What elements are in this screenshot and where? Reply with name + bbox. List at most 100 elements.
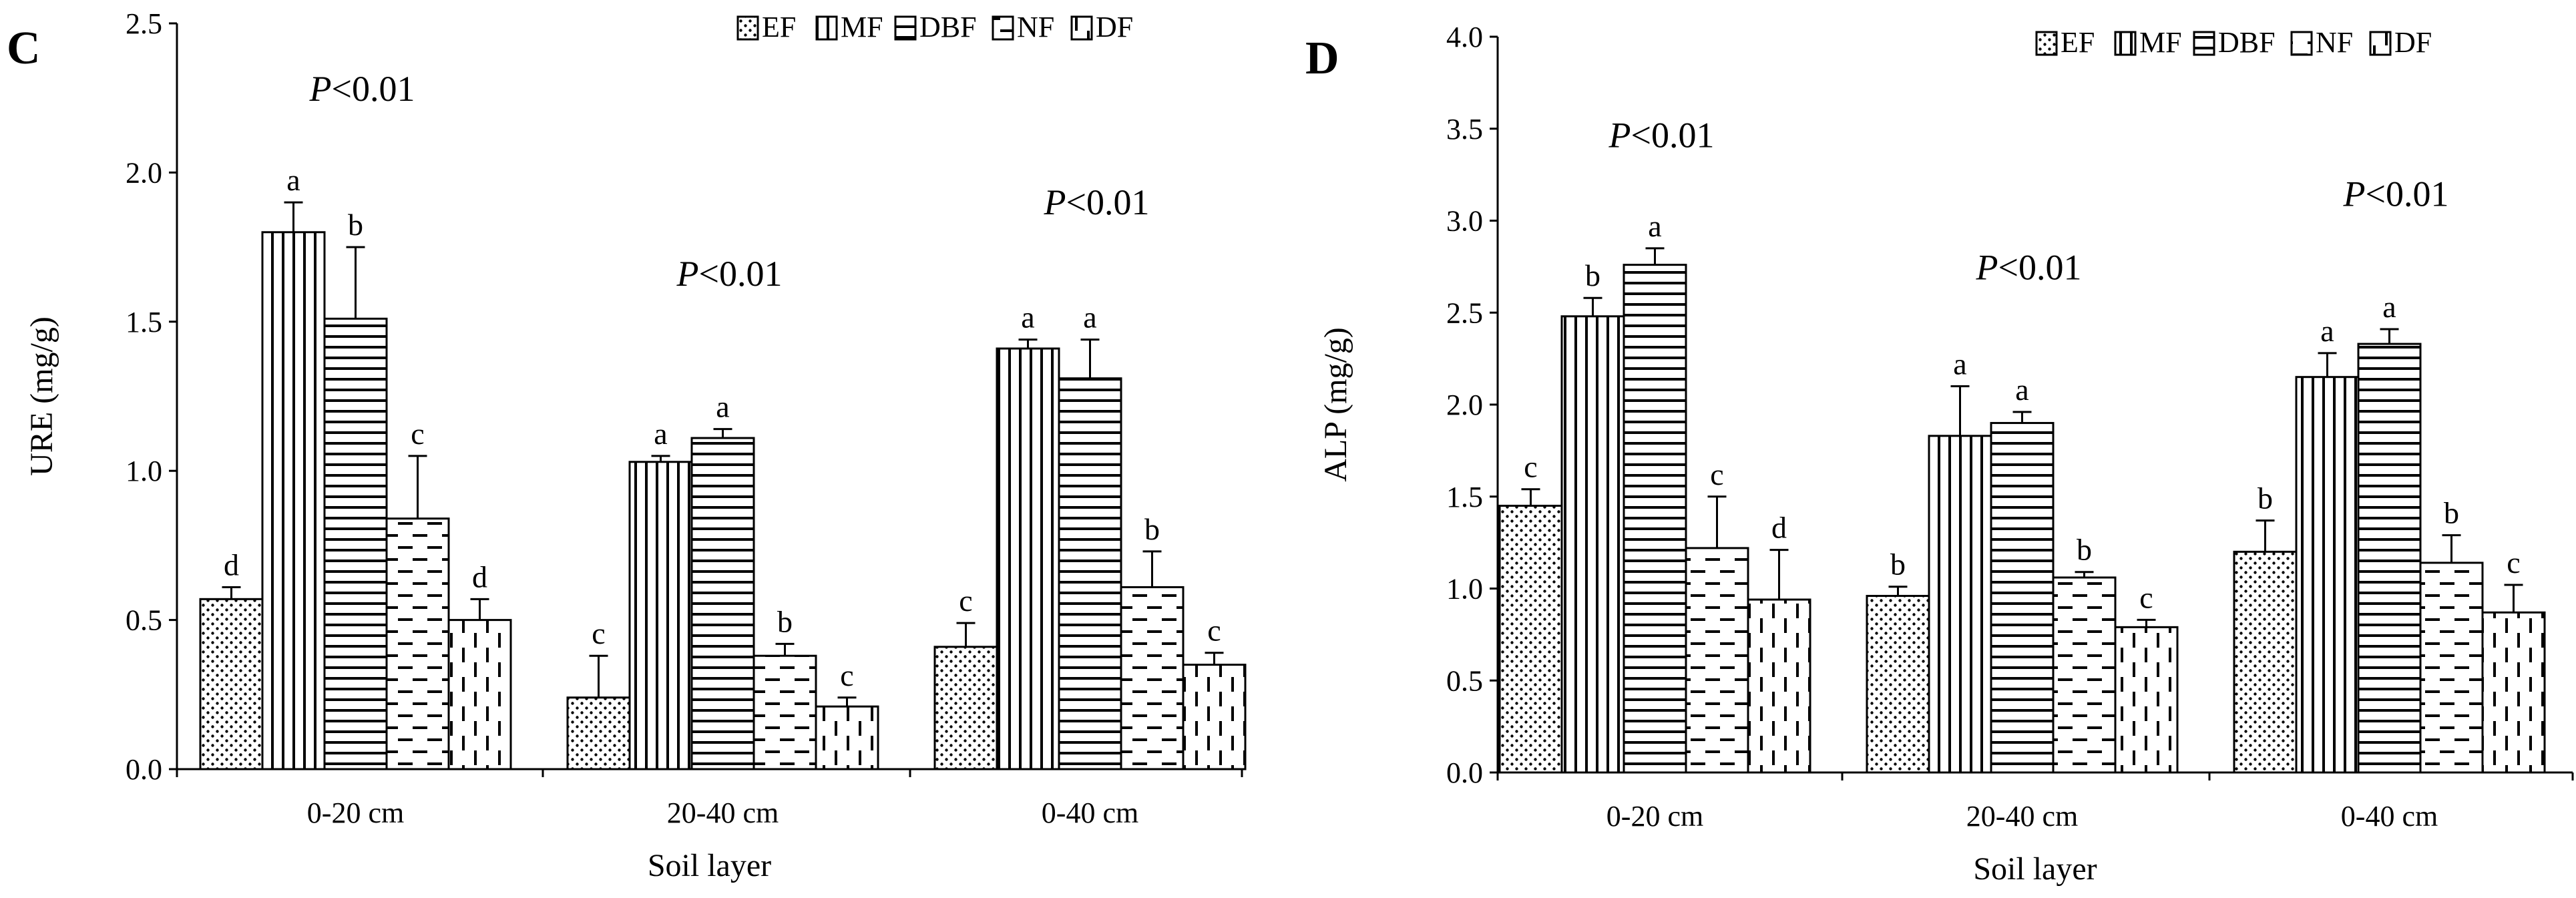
significance-letter: b — [1144, 512, 1160, 546]
panel-ure: C 0.0 0.5 1.0 1.5 2.0 2.5 URE (mg/g) Soil layer 0… — [7, 7, 1247, 883]
significance-letter: a — [1021, 300, 1034, 334]
significance-letter: a — [1083, 300, 1096, 334]
x-tick-label: 0-40 cm — [1042, 797, 1138, 829]
x-tick-label: 0-20 cm — [1606, 800, 1703, 833]
bar-dbf — [690, 437, 755, 770]
y-tick-label: 2.0 — [126, 156, 162, 189]
legend-swatch-mf — [815, 15, 838, 41]
p-value-text: <0.01 — [1066, 182, 1150, 222]
x-tick-label: 0-40 cm — [2341, 800, 2438, 833]
legend-label-ef: EF — [2061, 26, 2095, 59]
legend-label-mf: MF — [2139, 26, 2182, 59]
significance-letter: d — [472, 559, 487, 594]
legend-label-dbf: DBF — [919, 11, 977, 43]
legend-swatch-dbf — [894, 15, 917, 41]
p-value-text: <0.01 — [2366, 174, 2449, 214]
y-tick-label: 3.0 — [1446, 205, 1483, 238]
y-tick-label: 0.0 — [126, 753, 162, 786]
bar-nf — [1120, 586, 1185, 770]
significance-letter: a — [654, 417, 667, 451]
bar-ef — [2233, 550, 2298, 774]
p-value-symbol: P — [309, 69, 332, 109]
bar-dbf — [1623, 264, 1687, 774]
bar-ef — [566, 696, 631, 770]
legend-label-nf: NF — [2316, 26, 2353, 59]
significance-letter: c — [959, 584, 972, 618]
panel-label: C — [7, 23, 41, 74]
bar-nf — [385, 517, 450, 770]
x-tick-label: 20-40 cm — [1966, 800, 2078, 833]
bar-mf — [996, 347, 1060, 770]
p-value-annotation: P<0.01 — [676, 254, 783, 294]
p-value-text: <0.01 — [332, 69, 415, 109]
significance-letter: a — [716, 390, 729, 424]
bar-df — [2114, 626, 2179, 774]
significance-letter: c — [1710, 457, 1723, 491]
significance-letter: b — [348, 208, 363, 242]
significance-letter: a — [286, 163, 300, 197]
p-value-text: <0.01 — [1998, 248, 2082, 288]
significance-letter: a — [1953, 347, 1966, 381]
significance-letter: b — [1585, 258, 1600, 292]
x-axis-label: Soil layer — [1973, 851, 2097, 887]
significance-letter: c — [2139, 580, 2153, 614]
bar-df — [815, 705, 879, 770]
x-tick-label: 0-20 cm — [307, 797, 404, 829]
bar-dbf — [1990, 422, 2055, 774]
legend-swatch-dbf — [2193, 31, 2215, 56]
legend-label-dbf: DBF — [2218, 26, 2276, 59]
y-tick-label: 1.5 — [126, 306, 162, 339]
bar-df — [1747, 598, 1811, 774]
significance-letter: c — [592, 616, 605, 650]
y-tick-label: 3.5 — [1446, 113, 1483, 146]
significance-letter: d — [1771, 511, 1787, 545]
y-tick-label: 1.5 — [1446, 481, 1483, 513]
bar-ef — [199, 598, 264, 770]
bar-mf — [1928, 435, 1992, 774]
bar-nf — [1685, 547, 1749, 774]
p-value-symbol: P — [1608, 115, 1631, 155]
significance-letter: a — [1648, 209, 1661, 243]
significance-letter: a — [2015, 373, 2028, 407]
y-tick-label: 2.5 — [1446, 296, 1483, 329]
legend-swatch-df — [2369, 31, 2392, 56]
bar-dbf — [2357, 343, 2422, 774]
legend-label-nf: NF — [1017, 11, 1054, 43]
legend-label-df: DF — [1096, 11, 1133, 43]
legend-swatch-ef — [736, 15, 759, 41]
bar-nf — [2419, 562, 2484, 774]
y-tick-label: 4.0 — [1446, 21, 1483, 53]
y-tick-label: 2.0 — [1446, 389, 1483, 421]
bar-nf — [753, 654, 817, 770]
significance-letter: b — [777, 604, 793, 638]
legend-swatch-nf — [2290, 31, 2313, 56]
bar-nf — [2052, 576, 2117, 774]
y-tick-label: 1.0 — [126, 455, 162, 487]
y-tick-label: 1.0 — [1446, 573, 1483, 606]
p-value-symbol: P — [1976, 248, 1998, 288]
significance-letter: c — [1207, 614, 1221, 648]
bar-df — [2481, 611, 2546, 774]
legend-label-mf: MF — [841, 11, 883, 43]
significance-letter: c — [2507, 545, 2520, 580]
legend: EF MF DBF NF DF — [736, 11, 1133, 43]
significance-letter: b — [2258, 481, 2273, 515]
p-value-symbol: P — [1044, 182, 1066, 222]
bar-ef — [933, 646, 998, 770]
y-tick-label: 2.5 — [126, 7, 162, 40]
legend-swatch-ef — [2035, 31, 2058, 56]
bar-dbf — [323, 317, 388, 770]
y-tick-label: 0.0 — [1446, 756, 1483, 789]
bar-ef — [1498, 505, 1563, 774]
significance-letter: d — [224, 547, 239, 582]
significance-letter: c — [411, 417, 424, 451]
bar-dbf — [1058, 377, 1122, 770]
bar-df — [447, 619, 512, 770]
bar-mf — [2295, 376, 2360, 774]
p-value-annotation: P<0.01 — [309, 69, 415, 109]
p-value-symbol: P — [676, 254, 699, 294]
legend-swatch-nf — [992, 15, 1014, 41]
panel-alp: D 0.0 0.5 1.0 1.5 2.0 2.5 3.0 3.5 4.0 ALP (mg/g) So… — [1305, 21, 2574, 887]
